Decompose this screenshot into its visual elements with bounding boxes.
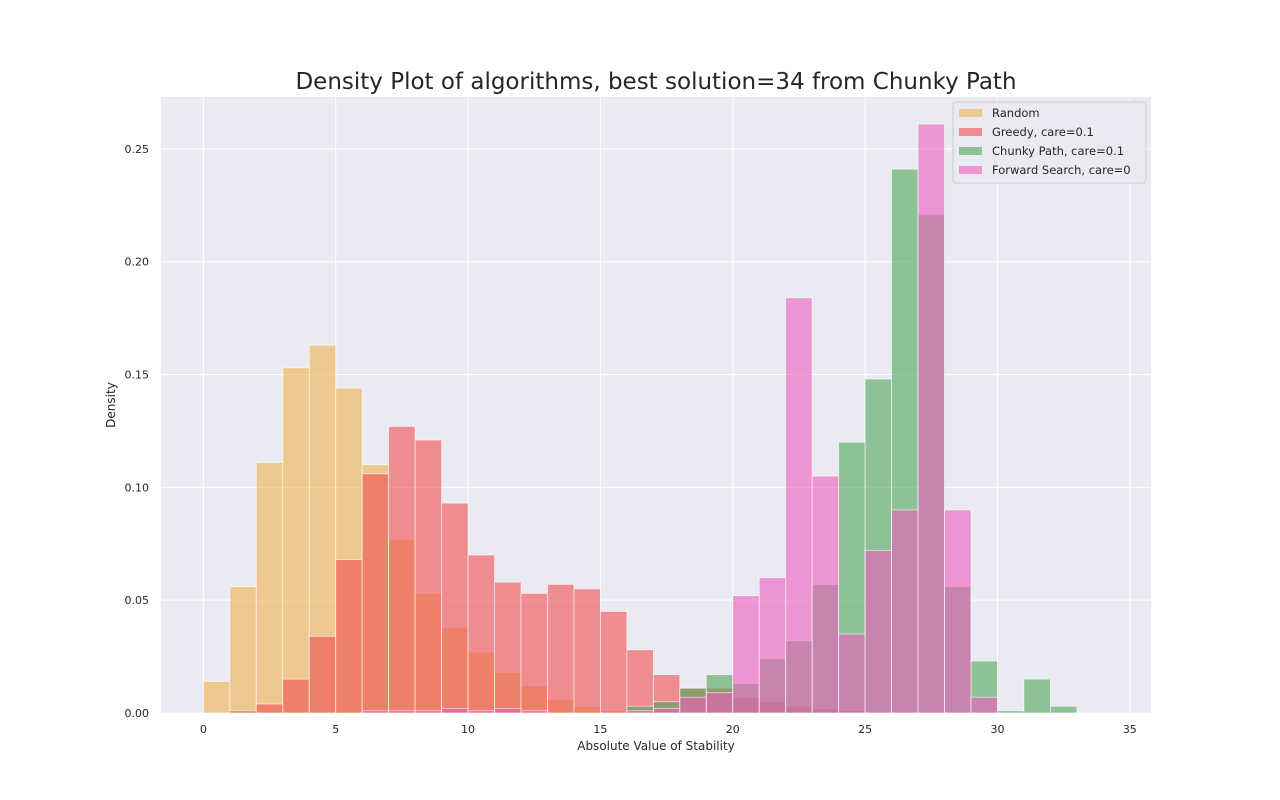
series-3 xyxy=(361,123,998,714)
histogram-bar xyxy=(414,439,442,714)
histogram-bar xyxy=(573,588,601,714)
legend-label: Greedy, care=0.1 xyxy=(992,125,1094,139)
y-axis-ticks: 0.00 0.05 0.10 0.15 0.20 0.25 xyxy=(125,143,150,720)
histogram-bar xyxy=(282,367,310,714)
y-tick-label: 0.10 xyxy=(125,481,150,494)
legend: Random Greedy, care=0.1 Chunky Path, care=… xyxy=(952,101,1147,184)
histogram-bar xyxy=(282,678,310,714)
histogram-bar xyxy=(202,681,231,714)
histogram-bar xyxy=(626,649,654,714)
legend-swatch xyxy=(959,128,982,136)
x-tick-label: 25 xyxy=(858,723,872,736)
legend-swatch xyxy=(959,109,982,117)
x-tick-label: 15 xyxy=(593,723,607,736)
histogram-bar xyxy=(335,559,363,714)
histogram-bar xyxy=(626,710,654,714)
histogram-bar xyxy=(811,475,840,714)
legend-label: Forward Search, care=0 xyxy=(992,163,1131,177)
histogram-bar xyxy=(255,703,284,714)
histogram-bar xyxy=(600,611,628,714)
histogram-bars xyxy=(202,123,1078,714)
x-tick-label: 20 xyxy=(726,723,740,736)
legend-box xyxy=(952,101,1147,184)
legend-swatch xyxy=(959,166,982,174)
histogram-bar xyxy=(229,710,257,714)
histogram-bar xyxy=(944,509,972,714)
y-tick-label: 0.25 xyxy=(125,143,150,156)
histogram-bar xyxy=(838,633,866,714)
histogram-bar xyxy=(388,710,416,714)
histogram-bar xyxy=(229,586,257,714)
x-axis-ticks: 0 5 10 15 20 25 30 35 xyxy=(200,723,1137,736)
histogram-bar xyxy=(758,577,787,714)
histogram-bar xyxy=(441,708,469,714)
histogram-bar xyxy=(705,692,734,714)
histogram-bar xyxy=(467,710,495,714)
histogram-bar xyxy=(652,708,681,714)
histogram-bar xyxy=(467,554,495,714)
histogram-bar xyxy=(388,426,416,714)
histogram-bar xyxy=(520,710,548,714)
histogram-bar xyxy=(255,462,284,714)
y-tick-label: 0.05 xyxy=(125,594,150,607)
histogram-bar xyxy=(520,593,548,714)
x-tick-label: 10 xyxy=(461,723,475,736)
histogram-bar xyxy=(997,710,1025,714)
histogram-bar xyxy=(494,708,522,714)
x-tick-label: 30 xyxy=(990,723,1004,736)
x-tick-label: 5 xyxy=(332,723,339,736)
x-axis-label: Absolute Value of Stability xyxy=(577,739,735,753)
histogram-bar xyxy=(732,595,760,714)
histogram-bar xyxy=(917,123,945,714)
histogram-bar xyxy=(361,473,390,714)
histogram-bar xyxy=(494,581,522,714)
y-tick-label: 0.15 xyxy=(125,369,150,382)
histogram-bar xyxy=(1050,705,1078,714)
y-axis-label: Density xyxy=(104,382,118,428)
histogram-bar xyxy=(891,509,919,714)
histogram-bar xyxy=(308,635,337,714)
histogram-bar xyxy=(414,710,442,714)
histogram-bar xyxy=(864,550,892,714)
y-tick-label: 0.00 xyxy=(125,707,150,720)
legend-label: Chunky Path, care=0.1 xyxy=(992,144,1124,158)
legend-swatch xyxy=(959,147,982,155)
histogram-bar xyxy=(441,502,469,714)
x-tick-label: 0 xyxy=(200,723,207,736)
legend-label: Random xyxy=(992,106,1040,120)
histogram-bar xyxy=(679,696,707,714)
histogram-bar xyxy=(1023,678,1051,714)
histogram-bar xyxy=(547,583,575,714)
histogram-bar xyxy=(785,297,813,714)
histogram-bar xyxy=(361,710,390,714)
histogram-bar xyxy=(970,696,998,714)
chart-title: Density Plot of algorithms, best solutio… xyxy=(295,69,1016,95)
y-tick-label: 0.20 xyxy=(125,256,150,269)
x-tick-label: 35 xyxy=(1123,723,1137,736)
